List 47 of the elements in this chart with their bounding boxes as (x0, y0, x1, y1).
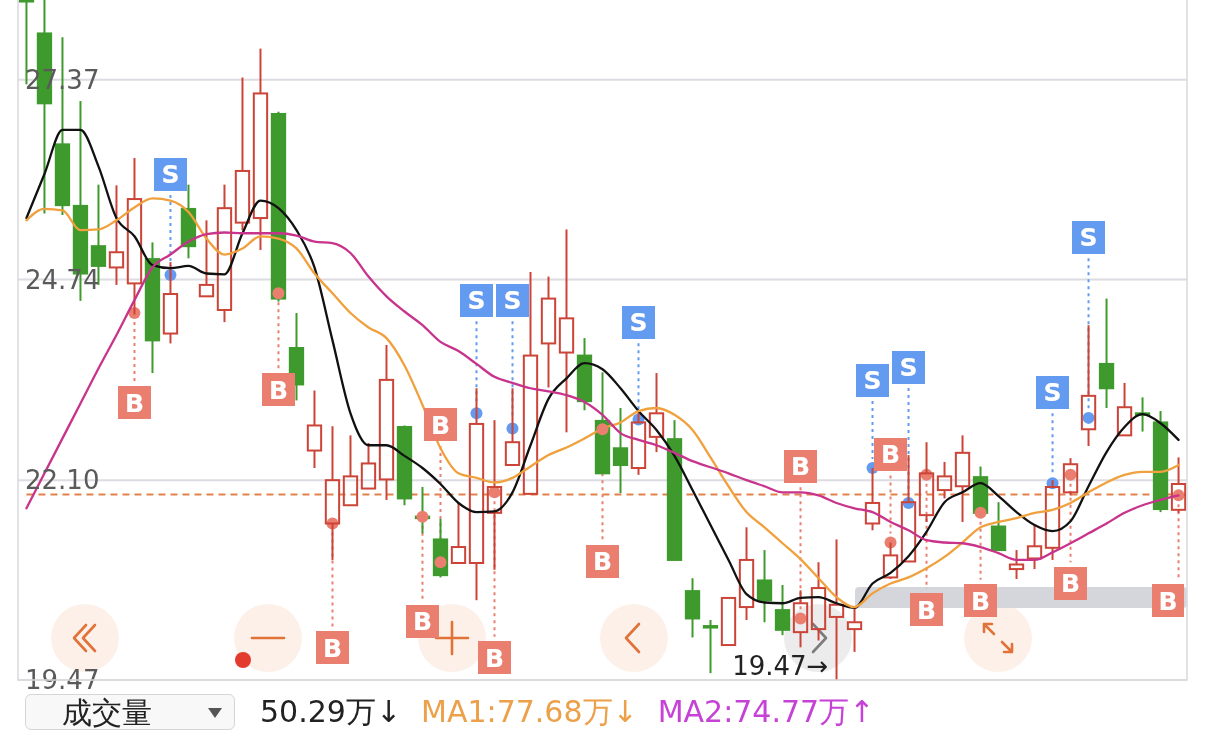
text: S (467, 286, 486, 316)
text: B (484, 643, 505, 673)
point (974, 506, 987, 519)
text: B (430, 410, 451, 440)
series-label: B (880, 440, 901, 470)
candlestick (306, 389, 323, 470)
candlestick (828, 538, 845, 681)
text: S (161, 160, 180, 190)
text: S (899, 353, 918, 383)
candlestick (1098, 297, 1115, 409)
text: B (322, 633, 343, 663)
point (416, 510, 429, 523)
point (596, 423, 609, 436)
candlestick (612, 407, 629, 495)
text: MA1:77.68万↓ (421, 694, 638, 730)
text: B (970, 586, 991, 616)
text: B (124, 388, 144, 418)
candlestick (738, 526, 755, 621)
candlestick (252, 47, 269, 251)
text: B (1061, 569, 1081, 599)
candlestick (378, 343, 395, 501)
y-tick-label: 19.47 (25, 665, 100, 696)
text: B (268, 375, 289, 405)
text: B (412, 607, 433, 637)
candlestick (540, 275, 557, 389)
text: S (629, 308, 648, 338)
candlestick (144, 241, 161, 375)
candlestick (954, 434, 971, 523)
text: B (790, 452, 811, 482)
text: MA2:74.77万↑ (657, 694, 875, 730)
text: S (863, 366, 882, 396)
text: B (592, 547, 613, 577)
candlestick (288, 312, 305, 402)
point (272, 287, 285, 300)
candlestick (108, 184, 125, 286)
text: S (1079, 223, 1098, 253)
candlestick (756, 549, 773, 624)
text: B (1158, 586, 1178, 616)
text: S (503, 286, 522, 316)
candlestick (558, 228, 575, 434)
series-label: S (1043, 378, 1062, 408)
dropdown-field: 成交量 (25, 694, 235, 730)
text: 50.29万↓ (260, 694, 402, 730)
text: B (916, 595, 937, 625)
candlestick (684, 577, 701, 639)
annotation: 19.47→ (732, 651, 829, 681)
candlestick (216, 183, 233, 324)
